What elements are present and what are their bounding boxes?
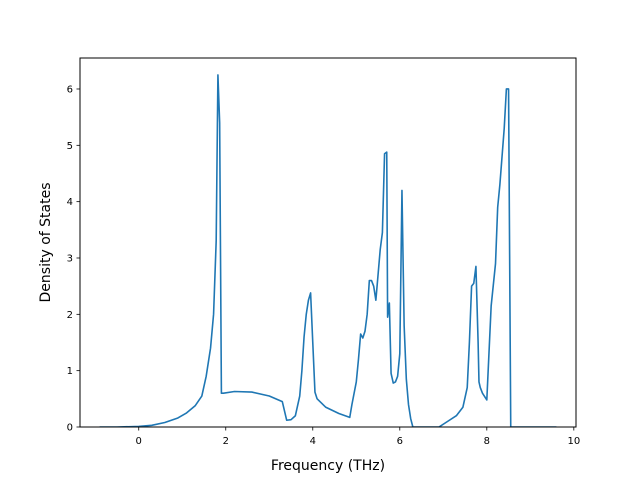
axis-ticks: 0 2 4 6 8 10 0 1 2 3 4 5 6 — [67, 84, 581, 447]
y-tick-label: 6 — [67, 84, 73, 95]
x-tick-label: 2 — [223, 436, 229, 447]
x-tick-label: 0 — [136, 436, 142, 447]
x-tick-label: 8 — [484, 436, 490, 447]
y-axis-label: Density of States — [38, 183, 54, 303]
x-tick-label: 6 — [397, 436, 403, 447]
y-tick-label: 2 — [67, 310, 73, 321]
plot-area — [99, 74, 557, 427]
y-tick-label: 1 — [67, 366, 73, 377]
y-tick-label: 5 — [67, 141, 73, 152]
x-tick-label: 4 — [310, 436, 316, 447]
axes-frame — [79, 57, 577, 428]
y-tick-label: 3 — [67, 253, 73, 264]
x-tick-label: 10 — [567, 436, 580, 447]
y-tick-label: 0 — [67, 423, 73, 434]
dos-series-line — [99, 74, 557, 427]
y-tick-label: 4 — [67, 197, 73, 208]
x-axis-label: Frequency (THz) — [271, 458, 385, 474]
